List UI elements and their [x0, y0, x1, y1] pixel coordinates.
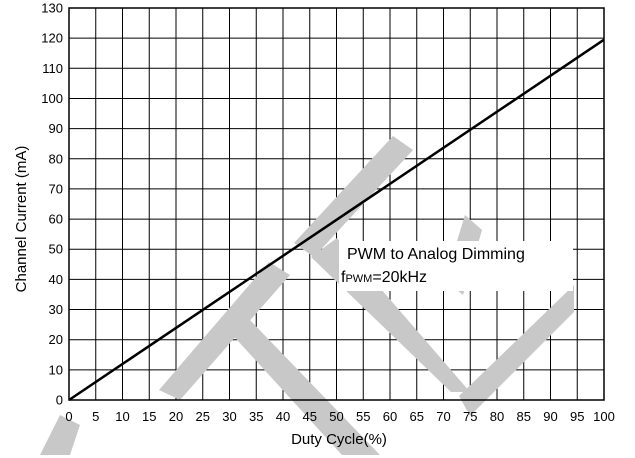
series-line: [68, 38, 605, 402]
y-tick-label: 50: [49, 242, 63, 257]
y-tick-label: 130: [41, 1, 63, 16]
x-tick-label: 0: [65, 409, 72, 424]
y-tick-label: 60: [49, 212, 63, 227]
x-tick-label: 60: [383, 409, 397, 424]
y-tick-label: 20: [49, 332, 63, 347]
x-tick-label: 95: [570, 409, 584, 424]
y-tick-label: 70: [49, 181, 63, 196]
x-tick-label: 40: [276, 409, 290, 424]
y-tick-label: 110: [42, 61, 63, 76]
x-tick-label: 90: [543, 409, 557, 424]
x-tick-label: 20: [169, 409, 183, 424]
x-tick-label: 75: [463, 409, 477, 424]
annotation-box: [339, 241, 573, 291]
y-tick-label: 100: [41, 91, 63, 106]
x-tick-label: 45: [303, 409, 317, 424]
x-tick-label: 55: [356, 409, 370, 424]
x-tick-label: 35: [249, 409, 263, 424]
annotation-line-2: fPWM=20kHz: [341, 269, 427, 286]
y-tick-label: 90: [49, 121, 63, 136]
y-tick-label: 40: [49, 272, 63, 287]
y-tick-label: 120: [41, 31, 63, 46]
annotation-f: f: [341, 269, 346, 286]
annotation-line-1: PWM to Analog Dimming: [347, 246, 525, 263]
watermark-logo: [40, 136, 574, 455]
x-tick-label: 50: [329, 409, 343, 424]
x-tick-label: 5: [92, 409, 99, 424]
x-tick-label: 65: [410, 409, 424, 424]
x-tick-label: 25: [196, 409, 210, 424]
x-axis-title: Duty Cycle(%): [291, 431, 387, 448]
y-tick-label: 10: [49, 362, 63, 377]
y-tick-label: 80: [49, 151, 63, 166]
x-tick-label: 80: [490, 409, 504, 424]
y-tick-label: 0: [56, 393, 63, 408]
x-tick-label: 100: [593, 409, 615, 424]
x-tick-label: 70: [436, 409, 450, 424]
annotation-subscript: PWM: [345, 273, 372, 285]
y-axis-title: Channel Current (mA): [13, 146, 30, 293]
x-tick-label: 85: [517, 409, 531, 424]
plot-frame: [68, 7, 605, 401]
y-tick-label: 30: [49, 302, 63, 317]
x-tick-label: 15: [142, 409, 156, 424]
annotation-frequency: =20kHz: [372, 269, 427, 286]
x-tick-label: 10: [115, 409, 129, 424]
x-tick-label: 30: [222, 409, 236, 424]
